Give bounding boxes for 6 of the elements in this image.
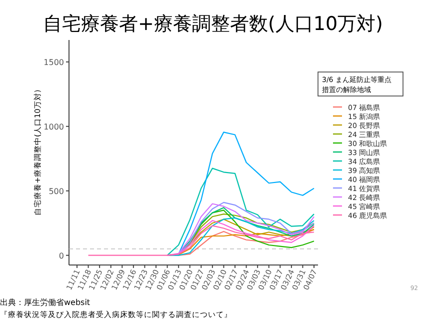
chart-title: 自宅療養者+療養調整者数(人口10万対) — [43, 13, 383, 35]
y-tick-label: 0 — [58, 251, 64, 260]
y-tick-label: 500 — [48, 186, 64, 196]
source-note: 出典：厚生労働省websit — [0, 298, 90, 307]
y-tick-label: 1500 — [44, 58, 64, 67]
y-tick-label: 1000 — [44, 122, 64, 132]
